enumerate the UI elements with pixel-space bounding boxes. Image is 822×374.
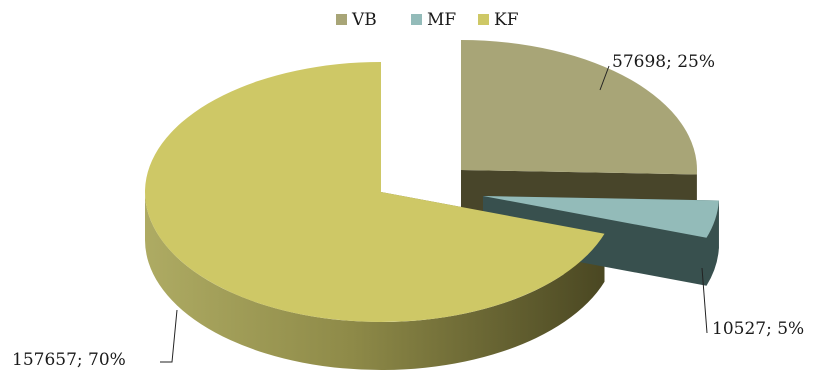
leader-line-vb <box>599 65 610 91</box>
pie-slice-kf-side <box>145 192 605 371</box>
pie-slice-kf <box>145 62 605 323</box>
data-label-kf: 157657; 70% <box>12 350 126 370</box>
chart-legend: VB MF KF <box>336 10 519 30</box>
legend-label-mf: MF <box>427 10 456 30</box>
legend-swatch-mf <box>411 14 422 25</box>
data-label-vb: 57698; 25% <box>612 52 715 72</box>
pie-slice-tops <box>145 40 719 323</box>
legend-label-kf: KF <box>494 10 519 30</box>
legend-swatch-kf <box>478 14 489 25</box>
pie-slice-vb <box>461 40 697 175</box>
data-labels: 57698; 25% 10527; 5% 157657; 70% <box>12 52 804 370</box>
leader-line-kf <box>160 309 178 363</box>
legend-label-vb: VB <box>351 10 377 30</box>
leader-line-mf <box>701 267 708 334</box>
pie-slice-mf-side <box>706 200 719 286</box>
pie-slice-mf <box>483 196 719 238</box>
legend-swatch-vb <box>336 14 347 25</box>
data-label-mf: 10527; 5% <box>712 319 804 339</box>
